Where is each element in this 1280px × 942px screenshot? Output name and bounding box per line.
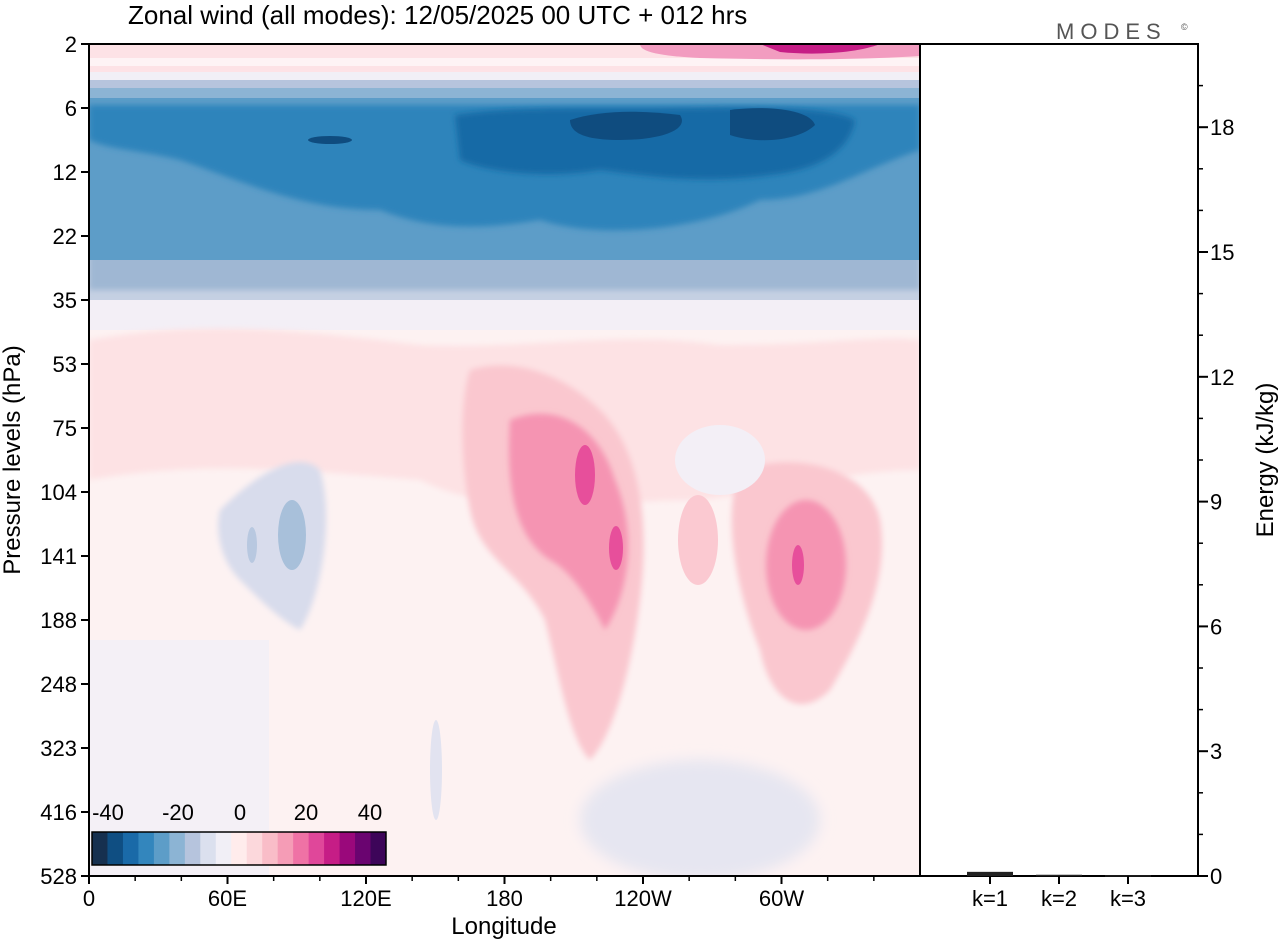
field-negative-core-1 — [570, 111, 682, 140]
brand-registered-mark: © — [1181, 22, 1188, 32]
field-positive-peak-east — [792, 545, 804, 585]
energy-axis: 0 3 6 9 12 15 18 — [1198, 84, 1234, 889]
y-tick-label: 75 — [53, 416, 77, 441]
y-axis-title: Pressure levels (hPa) — [0, 345, 26, 574]
x-tick-label: 60W — [759, 886, 804, 911]
field-neutral-band — [89, 300, 920, 330]
x-tick-label: 120E — [340, 886, 391, 911]
energy-tick-label: 0 — [1210, 864, 1222, 889]
field-top-peak — [760, 44, 880, 54]
colorbar-swatch — [262, 832, 279, 865]
energy-tick-label: 9 — [1210, 490, 1222, 515]
colorbar-label: 0 — [234, 800, 246, 825]
colorbar-swatch — [184, 832, 201, 865]
y-tick-label: 248 — [40, 672, 77, 697]
colorbar-swatch — [231, 832, 248, 865]
energy-axis-title: Energy (kJ/kg) — [1252, 383, 1279, 538]
x-tick-label: 180 — [486, 886, 523, 911]
colorbar-swatch — [293, 832, 310, 865]
field-positive-peak-west-1 — [575, 445, 595, 505]
field-positive-core-east — [766, 500, 846, 630]
energy-tick-label: 15 — [1210, 240, 1234, 265]
colorbar-frame — [91, 831, 387, 866]
field-transition-2 — [89, 80, 920, 88]
energy-category-label: k=1 — [972, 886, 1008, 911]
field-positive-core-west — [509, 413, 629, 630]
field-negative-core-3 — [308, 136, 352, 144]
energy-bar — [1036, 874, 1082, 877]
y-tick-label: 12 — [53, 160, 77, 185]
field-positive-peak-west-2 — [609, 526, 623, 570]
colorbar-swatch — [153, 832, 170, 865]
x-tick-label: 60E — [208, 886, 247, 911]
colorbar-swatch — [355, 832, 372, 865]
colorbar-swatch — [215, 832, 232, 865]
colorbar-swatch — [324, 832, 341, 865]
x-axis-title: Longitude — [451, 913, 556, 940]
colorbar-swatch — [122, 832, 139, 865]
brand-logo: MODES — [1056, 19, 1167, 44]
field-positive-small — [678, 495, 718, 585]
energy-tick-label: 6 — [1210, 614, 1222, 639]
y-tick-label: 528 — [40, 864, 77, 889]
colorbar: -40 -20 0 20 40 — [91, 800, 387, 866]
y-tick-label: 53 — [53, 352, 77, 377]
colorbar-swatch — [246, 832, 263, 865]
field-transition-1 — [89, 88, 920, 98]
colorbar-label: -40 — [92, 800, 124, 825]
x-tick-label: 0 — [83, 886, 95, 911]
colorbar-swatch — [107, 832, 124, 865]
field-weak-negative-mid — [218, 462, 327, 630]
y-tick-label: 2 — [65, 32, 77, 57]
chart-title: Zonal wind (all modes): 12/05/2025 00 UT… — [128, 0, 748, 30]
energy-category-label: k=3 — [1110, 886, 1146, 911]
pressure-axis: 2 6 12 22 35 53 75 104 141 188 248 323 416 528 — [40, 32, 89, 889]
energy-tick-label: 12 — [1210, 365, 1234, 390]
y-tick-label: 104 — [40, 480, 77, 505]
field-negative-core-2 — [730, 108, 815, 141]
colorbar-label: -20 — [162, 800, 194, 825]
field-negative-core-mid-2 — [247, 527, 257, 563]
field-weak-negative-bottom — [580, 760, 820, 876]
y-tick-label: 323 — [40, 736, 77, 761]
longitude-axis: 0 60E 120E 180 120W 60W — [83, 876, 875, 911]
x-tick-label: 120W — [614, 886, 672, 911]
colorbar-label: 20 — [294, 800, 318, 825]
colorbar-swatch — [308, 832, 325, 865]
energy-tick-label: 18 — [1210, 115, 1234, 140]
field-neutral-patch — [675, 425, 765, 495]
y-tick-label: 188 — [40, 608, 77, 633]
y-tick-label: 6 — [65, 96, 77, 121]
energy-panel-frame — [919, 43, 1199, 877]
heatmap-field — [89, 44, 920, 876]
energy-bar — [967, 871, 1013, 876]
field-transition-3 — [89, 72, 920, 80]
y-tick-label: 141 — [40, 544, 77, 569]
colorbar-swatch — [169, 832, 186, 865]
colorbar-swatch — [370, 832, 387, 865]
colorbar-swatch — [200, 832, 217, 865]
energy-bar — [1105, 875, 1151, 877]
field-negative-core-mid — [278, 500, 306, 570]
energy-tick-label: 3 — [1210, 739, 1222, 764]
colorbar-swatch — [92, 832, 108, 865]
y-tick-label: 416 — [40, 800, 77, 825]
colorbar-label: 40 — [358, 800, 382, 825]
field-weak-negative-streak — [430, 720, 442, 820]
energy-category-label: k=2 — [1041, 886, 1077, 911]
field-top-white-stripe — [89, 58, 920, 66]
colorbar-swatch — [138, 832, 155, 865]
colorbar-swatch — [277, 832, 294, 865]
y-tick-label: 22 — [53, 224, 77, 249]
energy-bars: k=1 k=2 k=3 — [967, 871, 1151, 911]
y-tick-label: 35 — [53, 288, 77, 313]
colorbar-swatch — [339, 832, 356, 865]
